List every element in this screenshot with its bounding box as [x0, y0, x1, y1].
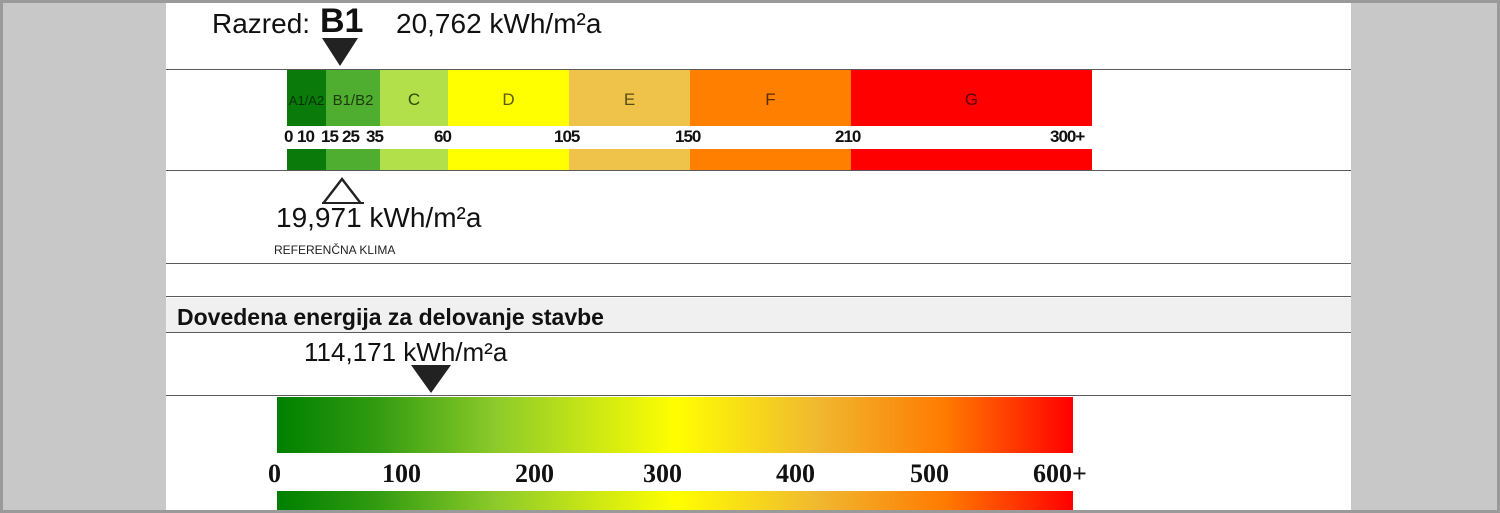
- band-label: A1/A2: [288, 93, 325, 108]
- band-d-strip: [448, 149, 569, 171]
- band-f-strip: [690, 149, 851, 171]
- band-a: A1/A2: [287, 70, 326, 126]
- scale-label: 400: [776, 459, 815, 488]
- reference-value: 19,971 kWh/m²a: [276, 202, 482, 233]
- tick-label: 210: [835, 127, 861, 146]
- divider: [166, 69, 1351, 70]
- scale-label: 300: [643, 459, 682, 488]
- band-label: G: [964, 90, 979, 109]
- band-label: D: [502, 90, 515, 109]
- rating-class: B1: [320, 2, 364, 40]
- reference-marker-base: [322, 202, 364, 204]
- delivered-marker-icon: [411, 365, 451, 393]
- band-f: F: [690, 70, 851, 126]
- tick-label: 300+: [1050, 127, 1085, 146]
- band-a-strip: [287, 149, 326, 171]
- scale-label: 0: [268, 459, 281, 488]
- scale-label: 200: [515, 459, 554, 488]
- band-d: D: [448, 70, 569, 126]
- delivered-gradient-bar: [277, 397, 1073, 453]
- delivered-value: 114,171 kWh/m²a: [304, 337, 508, 367]
- divider: [166, 263, 1351, 264]
- band-c-strip: [380, 149, 448, 171]
- reference-marker-fill: [325, 181, 359, 203]
- band-b-strip: [326, 149, 380, 171]
- scale-label: 500: [910, 459, 949, 488]
- rating-value: 20,762 kWh/m²a: [396, 8, 602, 39]
- band-label: C: [407, 90, 421, 109]
- reference-caption: REFERENČNA KLIMA: [274, 243, 396, 257]
- section-header: [166, 298, 1351, 332]
- divider: [166, 332, 1351, 333]
- scale-label: 100: [382, 459, 421, 488]
- band-g-strip: [851, 149, 1092, 171]
- band-e: E: [569, 70, 690, 126]
- band-label: F: [765, 90, 776, 109]
- scale-label: 600+: [1033, 459, 1087, 488]
- band-g: G: [851, 70, 1092, 126]
- tick-label: 15: [321, 127, 339, 146]
- divider: [166, 296, 1351, 297]
- divider: [166, 395, 1351, 396]
- band-c: C: [380, 70, 448, 126]
- band-b: B1/B2: [326, 70, 380, 126]
- band-label: E: [623, 90, 636, 109]
- delivered-gradient-strip: [277, 491, 1073, 510]
- tick-label: 35: [366, 127, 384, 146]
- tick-label: 0: [284, 127, 294, 146]
- tick-label: 60: [434, 127, 452, 146]
- band-e-strip: [569, 149, 690, 171]
- rating-marker-icon: [322, 38, 358, 66]
- band-label: B1/B2: [332, 92, 374, 109]
- tick-label: 10: [297, 127, 315, 146]
- tick-label: 105: [554, 127, 580, 146]
- divider: [166, 170, 1351, 171]
- tick-label: 25: [342, 127, 360, 146]
- rating-label: Razred:: [212, 8, 311, 39]
- tick-label: 150: [675, 127, 701, 146]
- section-title: Dovedena energija za delovanje stavbe: [177, 304, 604, 330]
